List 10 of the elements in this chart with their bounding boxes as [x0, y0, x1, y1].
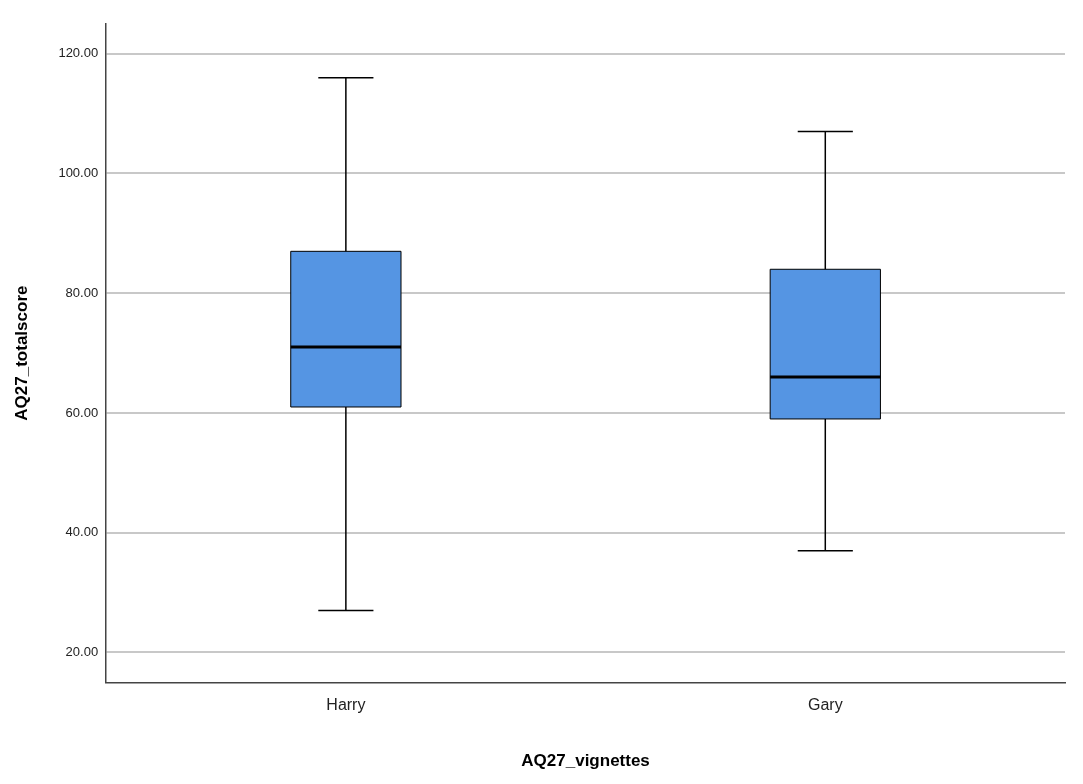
x-axis-title: AQ27_vignettes: [521, 751, 650, 771]
y-tick-label: 80.00: [65, 284, 99, 300]
y-axis-title: AQ27_totalscore: [11, 285, 31, 421]
x-tick-label: Gary: [807, 696, 843, 714]
y-tick-label: 40.00: [65, 524, 99, 540]
y-tick-label: 60.00: [65, 404, 99, 420]
x-tick-label: Harry: [326, 696, 366, 714]
y-tick-label: 120.00: [58, 45, 99, 61]
y-tick-label: 100.00: [58, 165, 99, 181]
y-tick-label: 20.00: [65, 644, 99, 660]
